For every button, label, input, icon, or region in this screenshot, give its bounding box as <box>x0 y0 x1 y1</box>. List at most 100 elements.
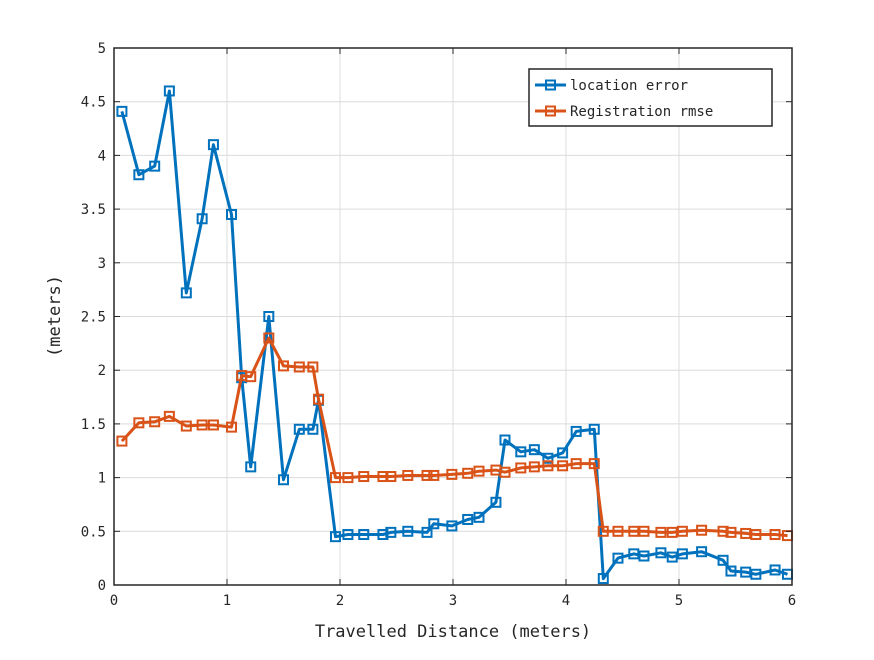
data-point <box>717 525 729 537</box>
data-point <box>133 169 145 181</box>
data-point <box>421 526 433 538</box>
data-point <box>385 526 397 538</box>
data-point <box>499 434 511 446</box>
legend-entry: Registration rmse <box>535 104 713 120</box>
x-tick-label: 2 <box>336 593 344 609</box>
data-point <box>263 332 275 344</box>
data-point <box>263 311 275 322</box>
x-tick-label: 0 <box>110 593 118 609</box>
data-point <box>385 471 397 483</box>
data-point <box>528 444 540 456</box>
data-point <box>666 526 678 538</box>
data-point <box>473 511 485 523</box>
data-point <box>245 371 257 383</box>
legend-label: location error <box>570 78 688 94</box>
tick-labels: 0 1 2 3 4 5 6 0 0.5 1 1.5 2 2.5 3 3.5 4 4.5 5 <box>81 41 797 609</box>
data-point <box>329 472 341 484</box>
data-point <box>628 548 640 560</box>
legend-marker <box>545 79 556 91</box>
data-point <box>428 469 440 481</box>
data-point <box>163 85 175 97</box>
y-tick-label: 4.5 <box>81 95 106 111</box>
data-point <box>245 461 257 473</box>
data-point <box>588 423 600 435</box>
legend-marker <box>545 105 556 117</box>
data-point <box>769 529 781 541</box>
data-point <box>342 472 354 484</box>
data-point <box>740 566 752 578</box>
data-point <box>133 417 145 429</box>
y-tick-label: 4 <box>98 148 106 164</box>
data-point <box>462 467 474 479</box>
data-point <box>612 552 624 564</box>
y-axis-title: (meters) <box>45 275 65 357</box>
data-point <box>180 420 192 432</box>
y-tick-label: 2.5 <box>81 310 106 326</box>
data-point <box>462 513 474 525</box>
series-line <box>120 89 788 581</box>
data-point <box>207 419 219 431</box>
data-point <box>377 529 389 541</box>
data-point <box>499 466 511 478</box>
legend-box <box>528 68 773 127</box>
data-point <box>149 160 161 172</box>
data-point <box>377 471 389 483</box>
data-point <box>638 550 650 562</box>
data-point <box>446 468 458 480</box>
data-point <box>725 565 737 577</box>
data-point <box>542 460 554 472</box>
data-point <box>196 213 208 225</box>
data-point <box>163 410 175 422</box>
data-point <box>515 446 527 458</box>
data-point <box>696 546 708 558</box>
data-point <box>676 525 688 537</box>
data-point <box>278 360 289 372</box>
data-point <box>402 469 414 481</box>
data-point <box>358 529 370 541</box>
data-point <box>655 547 667 559</box>
data-point <box>750 568 762 580</box>
data-point <box>293 361 305 373</box>
data-point <box>528 461 540 473</box>
y-tick-label: 1.5 <box>81 417 106 433</box>
data-point <box>402 525 414 537</box>
data-point <box>293 423 305 435</box>
data-point <box>570 458 582 470</box>
data-point <box>542 452 554 464</box>
data-point <box>597 525 609 537</box>
data-point <box>612 525 624 537</box>
data-point <box>769 564 781 576</box>
data-point <box>342 529 354 541</box>
data-point <box>490 496 502 508</box>
y-tick-label: 0 <box>98 578 106 594</box>
x-tick-label: 1 <box>223 593 231 609</box>
tick-marks <box>113 47 793 586</box>
data-point <box>313 393 325 405</box>
data-point <box>597 573 609 585</box>
legend-entries: location error Registration rmse <box>535 78 713 120</box>
data-point <box>655 526 667 538</box>
x-tick-label: 3 <box>449 593 457 609</box>
data-point <box>638 525 650 537</box>
series-layer <box>116 85 793 585</box>
data-point <box>196 419 208 431</box>
data-point <box>180 287 192 299</box>
data-point <box>116 435 128 447</box>
data-point <box>307 423 319 435</box>
data-point <box>628 525 640 537</box>
data-point <box>557 447 569 459</box>
data-point <box>473 465 485 477</box>
x-tick-label: 4 <box>562 593 570 609</box>
data-point <box>149 416 161 428</box>
legend-entry: location error <box>535 78 688 94</box>
data-point <box>226 421 238 433</box>
y-tick-label: 5 <box>98 41 106 57</box>
x-tick-label: 5 <box>675 593 683 609</box>
data-point <box>421 469 433 481</box>
data-point <box>329 531 341 543</box>
data-point <box>428 518 440 530</box>
data-point <box>676 548 688 560</box>
series-1 <box>116 85 793 585</box>
data-point <box>557 460 569 472</box>
